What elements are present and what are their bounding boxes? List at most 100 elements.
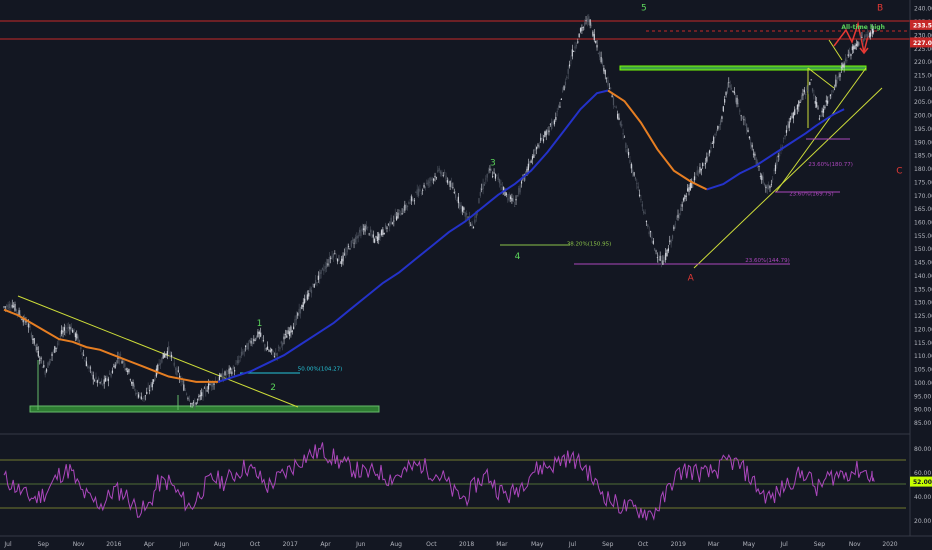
- candle-body: [762, 176, 764, 184]
- candle-body: [397, 212, 399, 219]
- candle-body: [708, 150, 711, 154]
- candle-body: [800, 94, 803, 101]
- candle-body: [670, 239, 672, 244]
- candle-body: [542, 138, 545, 142]
- wave-label: 4: [515, 252, 521, 262]
- candle-body: [386, 227, 388, 229]
- candle-body: [579, 28, 582, 32]
- candle-body: [242, 351, 244, 355]
- candle-body: [184, 390, 186, 391]
- candle-body: [526, 168, 528, 172]
- candle-body: [588, 16, 590, 23]
- candle-body: [444, 172, 446, 173]
- candle-body: [504, 191, 506, 196]
- candle-body: [172, 356, 174, 358]
- price-tick-label: 180.00: [914, 166, 932, 173]
- candle-body: [400, 214, 402, 216]
- candle-body: [272, 350, 274, 353]
- candle-body: [870, 28, 873, 30]
- candle-body: [441, 171, 443, 176]
- candle-body: [623, 136, 626, 138]
- candle-body: [408, 201, 410, 205]
- candle-body: [468, 216, 470, 224]
- candle-body: [106, 376, 108, 381]
- candle-body: [146, 391, 148, 395]
- candle-body: [283, 336, 285, 340]
- candle-body: [136, 392, 138, 395]
- candle-body: [196, 399, 199, 401]
- candle-body: [371, 234, 373, 236]
- price-pane[interactable]: [0, 20, 910, 413]
- price-axis[interactable]: 240.00235.00230.00225.00220.00215.00210.…: [909, 0, 932, 434]
- price-tick-label: 205.00: [914, 99, 932, 106]
- candle-body: [783, 138, 785, 139]
- candle-body: [593, 34, 595, 41]
- candle-body: [541, 138, 543, 140]
- candle-body: [187, 397, 189, 399]
- candle-body: [825, 100, 827, 103]
- candle-body: [297, 313, 299, 316]
- time-tick-label: Jul: [568, 541, 577, 548]
- candle-body: [529, 161, 531, 166]
- time-tick-label: Jul: [3, 541, 12, 548]
- candle-body: [743, 119, 745, 121]
- candle-body: [217, 380, 219, 382]
- candle-body: [829, 94, 831, 97]
- candle-body: [763, 183, 766, 186]
- candle-body: [282, 343, 284, 346]
- candle-body: [406, 205, 409, 208]
- time-axis[interactable]: Jul Sep Nov 2016 Apr Jun Aug Oct 2017 Apr Jun Aug Oc…: [0, 535, 932, 548]
- candle-body: [868, 34, 870, 36]
- candle-body: [755, 158, 757, 165]
- candle-body: [258, 331, 260, 334]
- candle-body: [695, 177, 697, 179]
- candle-body: [560, 98, 562, 100]
- candle-body: [754, 153, 756, 156]
- candle-body: [4, 306, 6, 308]
- candle-body: [360, 229, 362, 237]
- candle-body: [693, 176, 696, 181]
- candle-body: [485, 178, 487, 180]
- candle-body: [445, 175, 447, 180]
- candle-body: [574, 46, 576, 49]
- candle-body: [840, 67, 842, 69]
- candle-body: [73, 328, 75, 333]
- annotation-label: 23.60%(180.77): [808, 162, 853, 168]
- candle-body: [662, 260, 664, 265]
- candle-body: [228, 368, 230, 374]
- candle-body: [232, 366, 234, 369]
- annotation-label: 23.60%(169.75): [789, 191, 834, 197]
- candle-body: [555, 117, 557, 120]
- candle-body: [143, 396, 145, 400]
- candle-body: [13, 305, 15, 307]
- candle-body: [552, 121, 554, 123]
- candle-body: [139, 393, 141, 394]
- candle-body: [412, 198, 414, 200]
- candle-body: [855, 43, 858, 46]
- candle-body: [331, 255, 333, 259]
- candle-body: [685, 195, 687, 197]
- candle-body: [220, 374, 222, 377]
- candle-body: [494, 173, 497, 179]
- candle-body: [501, 186, 503, 191]
- candle-body: [40, 357, 42, 360]
- price-tick-label: 100.00: [914, 380, 932, 387]
- candle-body: [37, 351, 39, 357]
- candle-body: [547, 129, 549, 134]
- candle-body: [713, 137, 715, 144]
- candle-body: [194, 403, 196, 407]
- candle-body: [590, 24, 593, 26]
- osc-value-label: 52.00: [913, 479, 932, 486]
- candle-body: [378, 233, 380, 241]
- candle-body: [385, 224, 387, 229]
- price-tick-label: 115.00: [914, 340, 932, 347]
- candle-body: [55, 347, 57, 349]
- candle-body: [310, 289, 313, 294]
- candle-body: [77, 336, 79, 342]
- candle-body: [249, 339, 251, 342]
- candle-body: [394, 213, 396, 216]
- candle-body: [737, 103, 740, 104]
- candle-body: [849, 51, 851, 57]
- candle-body: [581, 27, 583, 31]
